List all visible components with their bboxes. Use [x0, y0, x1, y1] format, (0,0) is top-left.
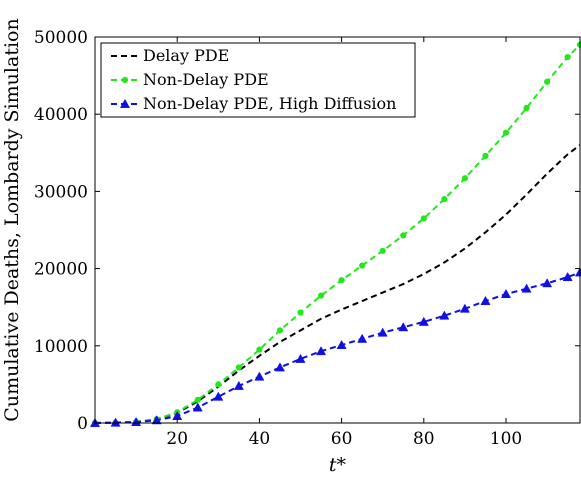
data-point: [418, 316, 429, 326]
legend-label: Non-Delay PDE: [143, 70, 269, 89]
data-point: [276, 327, 284, 334]
data-point: [564, 53, 571, 61]
legend-box: [100, 42, 416, 118]
legend: Delay PDE Non-Delay PDE Non-Delay PDE, Hig…: [100, 42, 416, 118]
x-tick-label: 100: [490, 429, 522, 449]
data-point: [131, 416, 142, 427]
legend-marker: [119, 98, 131, 108]
data-point: [254, 371, 265, 381]
legend-item: Delay PDE: [111, 46, 229, 65]
data-point: [562, 271, 573, 282]
data-point: [357, 333, 368, 343]
data-point: [213, 391, 224, 401]
data-point: [151, 415, 162, 425]
data-point: [359, 262, 366, 269]
data-point: [316, 346, 327, 356]
data-point: [398, 322, 409, 332]
data-point: [256, 346, 263, 353]
data-point: [500, 288, 512, 299]
x-tick-label: 60: [331, 429, 353, 449]
data-point: [441, 196, 448, 203]
data-point: [317, 292, 325, 299]
legend-label: Delay PDE: [143, 46, 229, 65]
data-point: [542, 278, 553, 288]
series-line-1: [94, 144, 581, 424]
data-point: [439, 310, 450, 320]
y-tick-label: 20000: [34, 260, 88, 280]
data-point: [400, 232, 407, 239]
data-point: [459, 303, 470, 313]
x-tick-label: 20: [166, 429, 188, 449]
legend-item: Non-Delay PDE, High Diffusion: [111, 94, 396, 113]
data-point: [194, 396, 201, 403]
legend-label: Non-Delay PDE, High Diffusion: [143, 94, 396, 113]
legend-item: Non-Delay PDE: [111, 70, 269, 89]
y-tick-label: 10000: [34, 337, 88, 357]
legend-entries: Delay PDE Non-Delay PDE Non-Delay PDE, Hig…: [111, 46, 396, 113]
y-tick-label: 30000: [34, 182, 88, 202]
data-point: [523, 104, 530, 112]
data-point: [377, 327, 388, 337]
legend-marker: [121, 76, 129, 84]
data-point: [379, 247, 386, 254]
data-point: [461, 175, 469, 182]
data-point: [192, 402, 203, 412]
data-point: [297, 309, 304, 316]
axes-box: [94, 36, 581, 424]
x-tick-label: 80: [413, 429, 435, 449]
y-axis-label: Cumulative Deaths, Lombardy Simulation: [1, 18, 23, 421]
data-point: [295, 353, 306, 363]
data-point: [215, 381, 222, 388]
y-tick-label: 0: [77, 414, 88, 434]
axis-ticks: 20 40 60 80 100 0 10000 20000 30000 40000 50000: [34, 28, 580, 449]
data-point: [544, 78, 551, 85]
data-point: [336, 339, 347, 349]
data-point: [338, 277, 345, 284]
plot-marks: [89, 41, 581, 427]
data-point: [233, 380, 244, 390]
data-point: [521, 283, 532, 293]
data-point: [420, 215, 427, 222]
data-point: [274, 362, 285, 372]
x-axis-label: t*: [329, 454, 347, 476]
x-tick-label: 40: [249, 429, 271, 449]
y-tick-label: 40000: [34, 105, 88, 125]
data-point: [235, 364, 242, 371]
y-tick-label: 50000: [34, 28, 88, 48]
data-point: [502, 129, 510, 136]
data-point: [482, 152, 489, 159]
data-point: [110, 417, 121, 427]
data-point: [480, 295, 491, 305]
